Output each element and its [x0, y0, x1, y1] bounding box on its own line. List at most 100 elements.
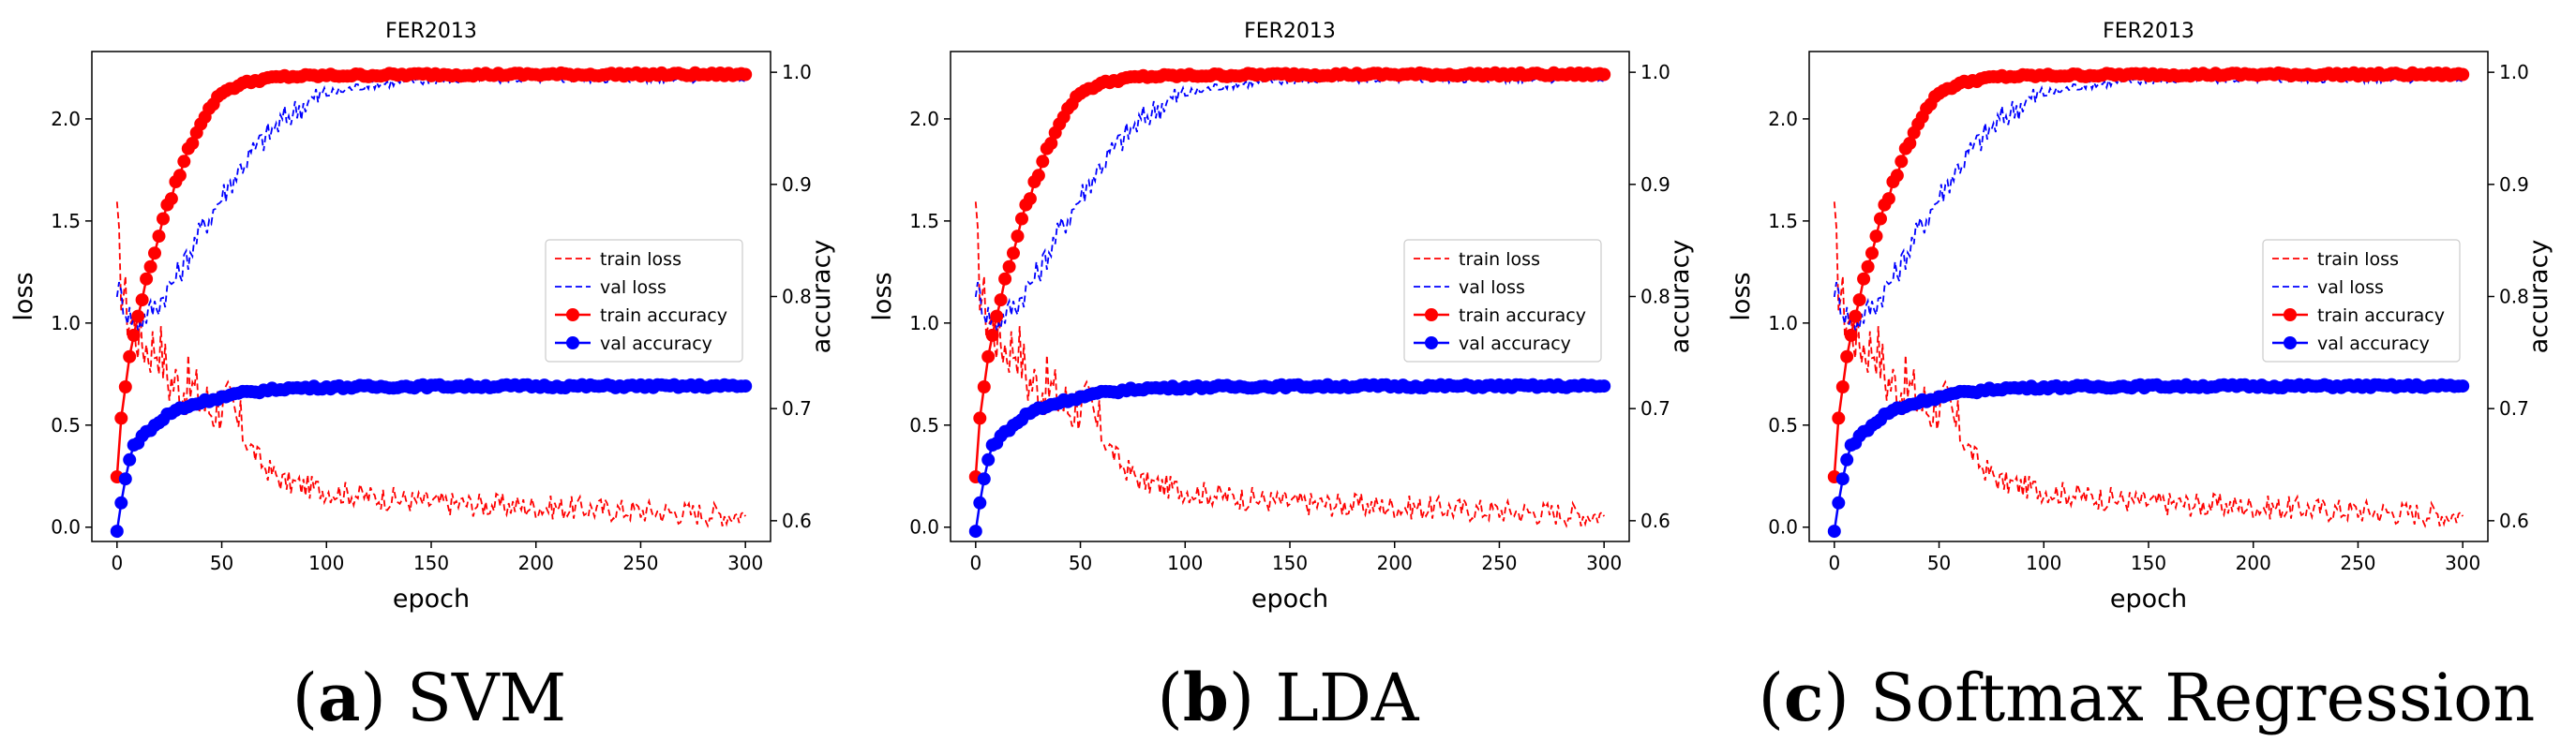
chart-title: FER2013: [2103, 20, 2194, 43]
x-tick-label: 200: [518, 552, 554, 574]
data-point-train-accuracy: [118, 380, 132, 393]
data-point-train-accuracy: [985, 328, 999, 342]
y-tick-label: 1.0: [1768, 312, 1798, 334]
y-tick-label: 0.5: [1768, 414, 1798, 437]
data-point-train-accuracy: [1835, 380, 1850, 393]
data-point-train-accuracy: [739, 67, 753, 82]
y2-tick-label: 0.6: [782, 510, 812, 532]
y2-axis-label: accuracy: [1666, 240, 1695, 354]
data-point-train-accuracy: [114, 411, 128, 425]
y-tick-label: 0.0: [909, 516, 939, 539]
x-tick-label: 300: [1586, 552, 1622, 574]
x-tick-label: 250: [2340, 552, 2375, 574]
data-point-val-accuracy: [973, 496, 987, 510]
data-point-train-accuracy: [1890, 169, 1904, 183]
legend-marker: [1425, 336, 1438, 349]
y-tick-label: 1.5: [51, 210, 81, 232]
data-point-train-accuracy: [1881, 192, 1895, 206]
panel-b: FER2013 epoch loss accuracy 0 50 100 150 200 250 3…: [859, 0, 1717, 756]
data-point-val-accuracy: [118, 472, 132, 486]
y-tick-label: 1.5: [909, 210, 939, 232]
y2-tick-label: 0.9: [2499, 173, 2529, 196]
legend-label: train accuracy: [1459, 305, 1586, 326]
y-tick-label: 0.5: [51, 414, 81, 437]
data-point-train-accuracy: [177, 155, 191, 169]
legend-label: val accuracy: [2317, 334, 2430, 354]
legend-label: train loss: [600, 249, 681, 270]
legend-label: val accuracy: [1459, 334, 1571, 354]
y-axis-label: loss: [1727, 272, 1756, 320]
plot-frame: [1808, 51, 2489, 542]
data-point-train-accuracy: [990, 309, 1004, 323]
data-point-train-accuracy: [172, 169, 187, 183]
x-tick-label: 300: [2445, 552, 2480, 574]
data-point-train-accuracy: [1002, 259, 1016, 274]
caption-b: (b) LDA: [1157, 659, 1419, 736]
data-point-train-accuracy: [998, 272, 1012, 286]
legend-label: val loss: [600, 277, 666, 298]
x-tick-label: 100: [308, 552, 344, 574]
series-line-train-loss: [1833, 201, 2464, 528]
legend-label: val loss: [1459, 277, 1525, 298]
x-tick-label: 50: [1069, 552, 1092, 574]
data-point-val-accuracy: [968, 525, 982, 539]
data-point-train-accuracy: [1840, 349, 1854, 363]
data-point-val-accuracy: [2456, 379, 2470, 393]
data-point-train-accuracy: [1036, 155, 1050, 169]
data-point-train-accuracy: [1844, 328, 1858, 342]
y-tick-label: 0.5: [909, 414, 939, 437]
chart-title: FER2013: [1244, 20, 1336, 43]
data-point-train-accuracy: [1832, 411, 1846, 425]
data-point-train-accuracy: [977, 380, 991, 393]
data-point-train-accuracy: [1031, 169, 1045, 183]
data-point-train-accuracy: [152, 230, 166, 244]
data-point-train-accuracy: [1857, 272, 1871, 286]
data-point-train-accuracy: [131, 309, 145, 323]
data-point-train-accuracy: [157, 212, 170, 226]
legend-marker: [566, 308, 579, 321]
data-point-val-accuracy: [110, 525, 124, 539]
data-point-val-accuracy: [1835, 472, 1850, 486]
data-point-val-accuracy: [1840, 452, 1854, 467]
series-line-train-loss: [974, 201, 1606, 528]
y-tick-label: 1.5: [1768, 210, 1798, 232]
data-point-train-accuracy: [186, 137, 200, 150]
x-tick-label: 100: [2026, 552, 2061, 574]
data-point-train-accuracy: [140, 272, 154, 286]
y2-tick-label: 0.6: [1640, 510, 1670, 532]
data-point-val-accuracy: [1832, 496, 1846, 510]
x-tick-label: 0: [969, 552, 981, 574]
x-tick-label: 250: [1481, 552, 1517, 574]
legend-label: train loss: [2317, 249, 2399, 270]
legend-label: train accuracy: [600, 305, 727, 326]
data-point-train-accuracy: [1011, 230, 1025, 244]
data-point-train-accuracy: [1895, 155, 1909, 169]
data-point-train-accuracy: [1874, 212, 1887, 226]
caption-name: LDA: [1275, 660, 1419, 736]
data-point-train-accuracy: [123, 349, 137, 363]
caption-a: (a) SVM: [292, 659, 567, 736]
legend-box: [1403, 239, 1602, 363]
data-point-val-accuracy: [1597, 379, 1611, 393]
y-tick-label: 2.0: [909, 108, 939, 130]
y2-tick-label: 1.0: [2499, 61, 2529, 83]
data-point-train-accuracy: [973, 411, 987, 425]
series-line-train-loss: [115, 201, 747, 528]
data-point-train-accuracy: [2456, 67, 2470, 82]
data-point-val-accuracy: [981, 452, 996, 467]
caption-name: SVM: [407, 660, 567, 736]
legend-label: train loss: [1459, 249, 1540, 270]
data-point-train-accuracy: [1849, 309, 1863, 323]
x-tick-label: 200: [2236, 552, 2271, 574]
chart-title: FER2013: [385, 20, 477, 43]
y2-tick-label: 0.9: [782, 173, 812, 196]
panel-c: FER2013 epoch loss accuracy 0 50 100 150 200 250 3…: [1717, 0, 2576, 756]
data-point-val-accuracy: [1827, 525, 1841, 539]
y-tick-label: 1.0: [51, 312, 81, 334]
y2-tick-label: 1.0: [1640, 61, 1670, 83]
data-point-val-accuracy: [739, 379, 753, 393]
data-point-val-accuracy: [123, 452, 137, 467]
y2-tick-label: 0.8: [2499, 286, 2529, 308]
legend-marker: [1425, 308, 1438, 321]
y-tick-label: 0.0: [1768, 516, 1798, 539]
